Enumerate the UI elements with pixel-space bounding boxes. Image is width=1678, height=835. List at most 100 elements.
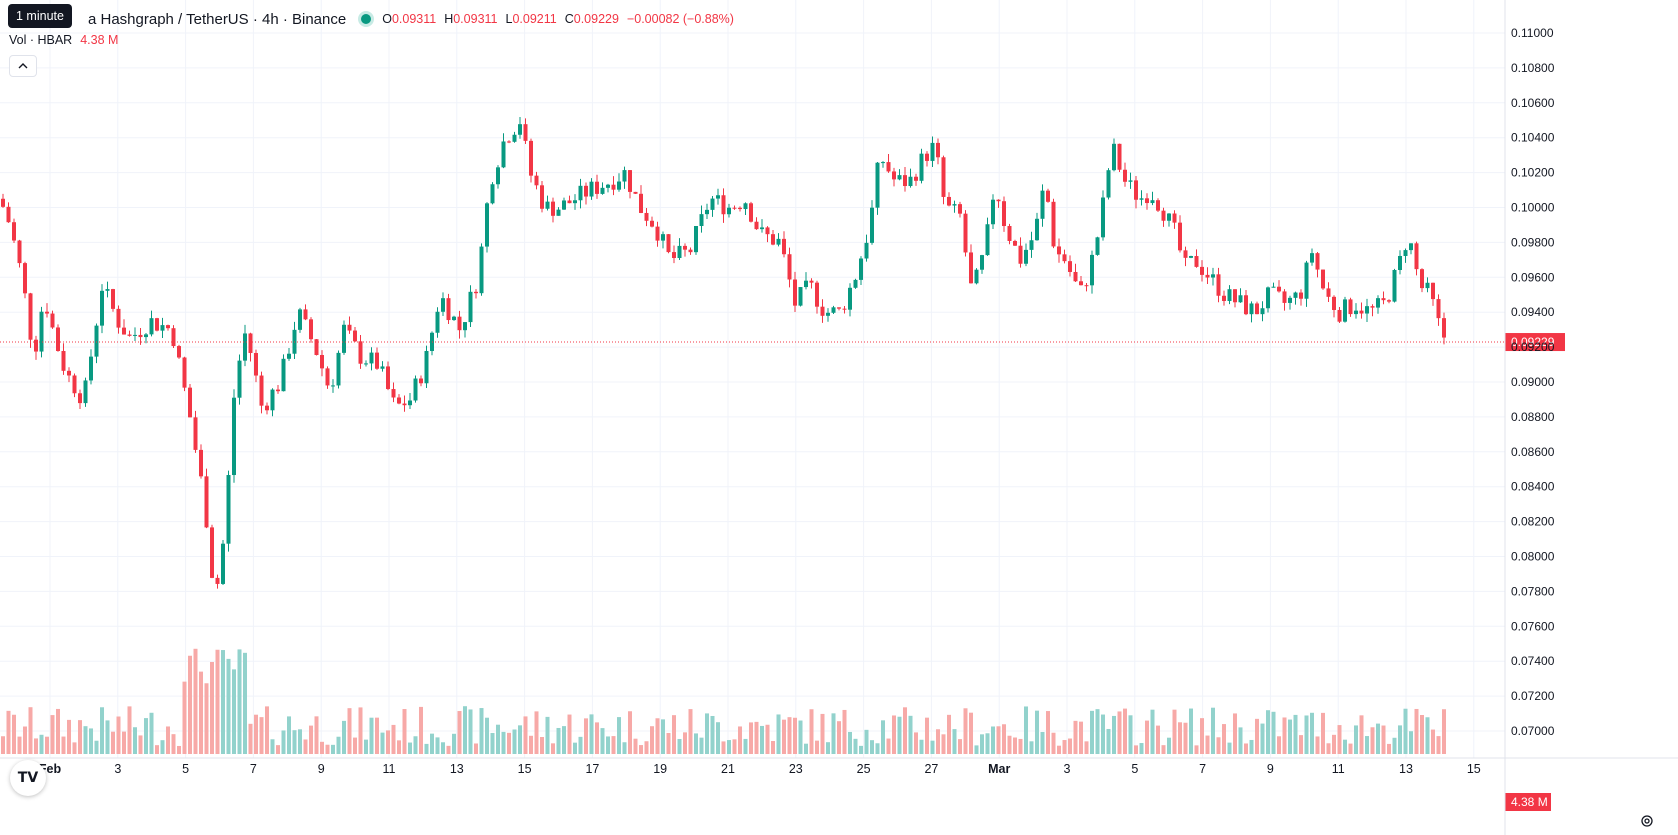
volume-bar — [622, 742, 627, 754]
ohlc-close-label: C — [564, 12, 574, 26]
candle-body — [1035, 218, 1039, 241]
candle-body — [116, 308, 121, 328]
volume-bar — [1172, 709, 1177, 754]
candle-body — [919, 153, 924, 181]
volume-bar — [1425, 717, 1430, 754]
volume-bar — [435, 737, 440, 754]
volume-bar — [419, 706, 423, 754]
candle-body — [831, 307, 836, 313]
volume-bar — [859, 745, 863, 754]
price-tick-label: 0.08000 — [1511, 550, 1555, 564]
price-tick-label: 0.09200 — [1511, 340, 1555, 354]
volume-bar — [864, 729, 869, 754]
candle-body — [1013, 240, 1017, 246]
candle-body — [353, 330, 357, 342]
volume-bar — [94, 740, 99, 754]
time-tick-label: 9 — [318, 762, 325, 776]
time-tick-label: 11 — [1332, 762, 1345, 776]
ohlc-low-label: L — [505, 12, 513, 26]
volume-bar — [314, 716, 319, 754]
candle-body — [1414, 243, 1419, 270]
volume-bar — [160, 740, 165, 754]
candle-body — [600, 187, 605, 194]
candle-body — [1024, 249, 1028, 264]
candle-body — [122, 327, 126, 335]
candle-body — [1123, 169, 1127, 182]
candle-body — [1051, 201, 1056, 247]
volume-bar — [1255, 718, 1259, 754]
volume-bar — [600, 728, 605, 754]
candle-body — [1282, 291, 1287, 303]
volume-bar — [215, 649, 220, 754]
symbol-title[interactable]: a Hashgraph / TetherUS · 4h · Binance — [88, 10, 347, 28]
volume-bar — [1117, 711, 1122, 754]
volume-bar — [925, 717, 929, 754]
candle-body — [1271, 286, 1276, 288]
volume-bar — [1315, 736, 1320, 754]
candle-body — [1420, 269, 1424, 289]
volume-bar — [787, 717, 792, 754]
volume-bar — [815, 740, 819, 754]
volume-bar — [507, 732, 511, 754]
candles — [1, 117, 1446, 589]
candle-body — [1376, 298, 1380, 308]
candle-body — [655, 226, 660, 241]
candle-body — [1332, 296, 1336, 310]
volume-bar — [694, 733, 698, 754]
interval-tooltip: 1 minute — [8, 4, 72, 28]
candle-body — [12, 222, 16, 241]
candle-body — [1233, 289, 1237, 303]
candle-body — [457, 316, 462, 331]
volume-bar — [397, 740, 401, 754]
candle-body — [633, 191, 638, 194]
last-volume-label: 4.38 M — [1511, 795, 1548, 809]
candle-body — [1222, 295, 1226, 301]
price-tick-label: 0.10000 — [1511, 201, 1555, 215]
candle-body — [765, 227, 770, 235]
volume-bar — [155, 745, 159, 754]
volume-bar — [914, 732, 918, 754]
candle-body — [413, 378, 418, 401]
candle-body — [1101, 197, 1105, 238]
chart-settings-button[interactable] — [1638, 812, 1656, 830]
candle-body — [771, 234, 775, 245]
candle-body — [408, 400, 412, 406]
volume-bar — [540, 737, 544, 754]
candle-body — [974, 269, 979, 284]
volume-bar — [210, 661, 214, 754]
time-tick-label: 17 — [585, 762, 599, 776]
tradingview-logo[interactable]: TV — [10, 760, 46, 796]
candle-body — [23, 263, 27, 294]
volume-bar — [941, 734, 946, 754]
market-status-icon[interactable] — [358, 11, 375, 27]
candle-body — [1106, 170, 1111, 198]
price-tick-label: 0.08600 — [1511, 445, 1555, 459]
volume-bar — [919, 739, 924, 754]
candle-body — [1161, 210, 1166, 221]
candle-body — [83, 380, 88, 404]
candle-body — [199, 449, 203, 477]
candle-body — [1167, 213, 1171, 221]
volume-bar — [1046, 711, 1050, 754]
ohlc-high-value: 0.09311 — [453, 12, 498, 26]
volume-bar — [853, 738, 858, 754]
volume-bar — [1, 736, 5, 754]
candle-body — [243, 333, 247, 361]
volume-bar — [881, 720, 885, 754]
volume-bar — [837, 721, 841, 754]
volume-bar — [1194, 745, 1199, 754]
volume-bar — [523, 716, 528, 754]
candle-body — [127, 334, 132, 336]
volume-bar — [743, 738, 748, 754]
candle-body — [325, 368, 330, 386]
candle-body — [1315, 253, 1320, 270]
volume-bar — [479, 708, 484, 754]
volume-legend[interactable]: Vol · HBAR 4.38 M — [9, 33, 118, 47]
candle-body — [6, 206, 11, 223]
candle-body — [149, 318, 154, 335]
collapse-legend-button[interactable] — [9, 55, 37, 77]
candle-body — [45, 311, 49, 314]
volume-bar — [1370, 727, 1375, 754]
candle-body — [397, 397, 401, 404]
